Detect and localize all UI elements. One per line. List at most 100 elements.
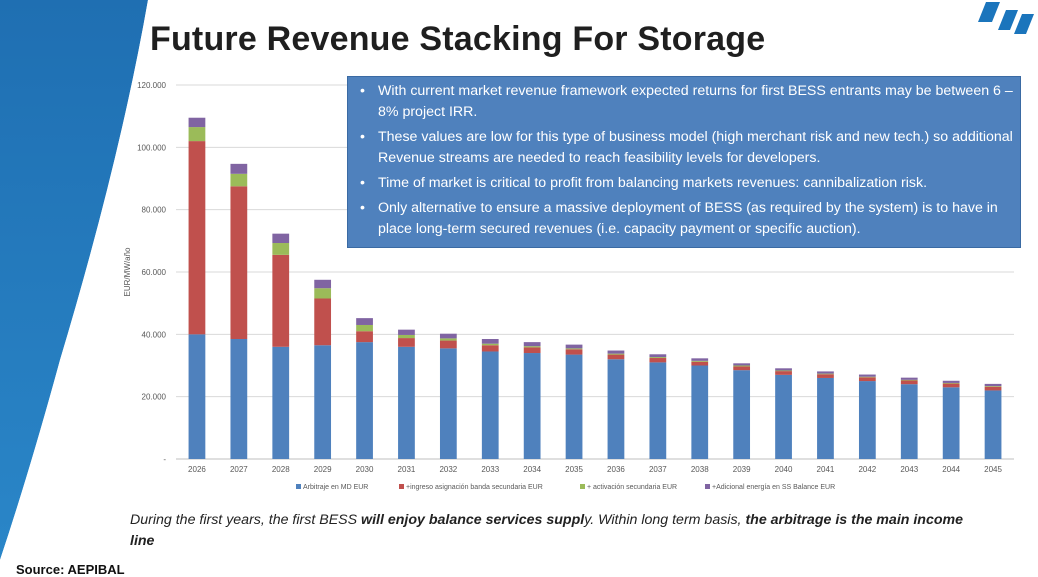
bullet-glyph: • — [360, 83, 365, 99]
bar-segment — [439, 338, 457, 341]
bar-segment — [984, 386, 1002, 391]
bullet-item: • With current market revenue framework e… — [356, 81, 1014, 123]
x-tick-label: 2027 — [230, 465, 248, 474]
legend-label: +Adicional energía en SS Balance EUR — [712, 484, 835, 491]
legend-label: +ingreso asignación banda secundaria EUR — [406, 484, 543, 491]
bar-segment — [942, 383, 960, 388]
bar-segment — [439, 348, 457, 459]
bar-segment — [272, 243, 290, 255]
bullet-glyph: • — [360, 200, 365, 216]
bar-segment — [858, 374, 876, 377]
bar-segment — [481, 351, 499, 459]
bullet-text: With current market revenue framework ex… — [378, 83, 1013, 120]
slide-caption: During the first years, the first BESS w… — [130, 510, 990, 552]
key-points-callout: • With current market revenue framework e… — [347, 76, 1021, 248]
bar-segment — [817, 377, 834, 459]
bar-segment — [649, 354, 667, 358]
bar-segment — [481, 343, 499, 346]
caption-emphasis: the arbitrage is the main income line — [130, 512, 964, 549]
x-tick-label: 2037 — [649, 465, 667, 474]
bar-segment — [942, 387, 960, 459]
legend-swatch — [705, 484, 710, 489]
y-tick-label: 120.000 — [137, 81, 166, 90]
x-tick-label: 2041 — [817, 465, 835, 474]
bar-segment — [858, 376, 876, 378]
legend-swatch — [399, 484, 404, 489]
bar-segment — [733, 365, 751, 367]
bullet-text: Only alternative to ensure a massive dep… — [378, 200, 998, 237]
bar-segment — [984, 386, 1002, 387]
bar-segment — [691, 361, 709, 366]
legend-label: + activación secundaria EUR — [587, 484, 677, 491]
bar-segment — [900, 384, 918, 459]
bar-segment — [356, 331, 373, 343]
bullet-item: • These values are low for this type of b… — [356, 127, 1014, 169]
bar-segment — [398, 346, 415, 459]
bar-segment — [314, 279, 332, 289]
bar-segment — [900, 379, 918, 381]
bar-segment — [230, 163, 248, 174]
x-tick-label: 2042 — [858, 465, 876, 474]
x-tick-label: 2026 — [188, 465, 206, 474]
bar-segment — [439, 340, 457, 349]
bar-segment — [817, 371, 834, 374]
bar-segment — [398, 329, 415, 335]
bar-segment — [607, 350, 625, 354]
y-tick-label: 20.000 — [142, 393, 167, 402]
x-tick-label: 2035 — [565, 465, 583, 474]
bar-segment — [733, 366, 751, 371]
bullet-glyph: • — [360, 175, 365, 191]
bar-segment — [942, 380, 960, 383]
bar-segment — [775, 374, 792, 459]
bar-segment — [565, 349, 583, 355]
bullet-text: Time of market is critical to profit fro… — [378, 175, 928, 191]
bar-segment — [272, 346, 290, 459]
bar-segment — [272, 254, 290, 347]
bar-segment — [230, 339, 248, 459]
bar-segment — [523, 353, 541, 459]
bar-segment — [900, 377, 918, 380]
bar-segment — [775, 371, 792, 375]
legend-swatch — [580, 484, 585, 489]
x-tick-label: 2030 — [356, 465, 374, 474]
bar-segment — [565, 344, 583, 349]
x-tick-label: 2044 — [942, 465, 960, 474]
bar-segment — [188, 141, 206, 335]
bar-segment — [775, 368, 792, 371]
bar-segment — [272, 233, 290, 244]
bar-segment — [691, 365, 709, 459]
bar-segment — [817, 373, 834, 375]
bar-segment — [356, 342, 373, 459]
y-tick-label: 60.000 — [142, 268, 167, 277]
bar-segment — [565, 354, 583, 459]
y-tick-label: - — [163, 455, 166, 464]
bar-segment — [314, 345, 332, 459]
x-tick-label: 2028 — [272, 465, 290, 474]
bar-segment — [984, 383, 1002, 387]
x-tick-label: 2043 — [900, 465, 918, 474]
bar-segment — [607, 354, 625, 360]
bar-segment — [481, 345, 499, 352]
bar-segment — [523, 347, 541, 354]
y-tick-label: 40.000 — [142, 330, 167, 339]
bar-segment — [649, 358, 667, 363]
bullet-glyph: • — [360, 129, 365, 145]
y-axis-label: EUR/MW/año — [123, 247, 132, 296]
x-tick-label: 2034 — [523, 465, 541, 474]
legend-label: Arbitraje en MD EUR — [303, 484, 368, 491]
bar-segment — [523, 346, 541, 348]
bar-segment — [398, 338, 415, 347]
source-note: Source: AEPIBAL — [16, 562, 125, 577]
x-tick-label: 2039 — [733, 465, 751, 474]
bar-segment — [230, 173, 248, 187]
bar-segment — [858, 381, 876, 459]
bar-segment — [984, 390, 1002, 459]
company-logo — [978, 2, 1034, 34]
bar-segment — [565, 348, 583, 350]
x-tick-label: 2029 — [314, 465, 332, 474]
bar-segment — [356, 324, 373, 332]
bar-segment — [314, 288, 332, 299]
x-tick-label: 2032 — [439, 465, 457, 474]
bar-segment — [230, 186, 248, 340]
